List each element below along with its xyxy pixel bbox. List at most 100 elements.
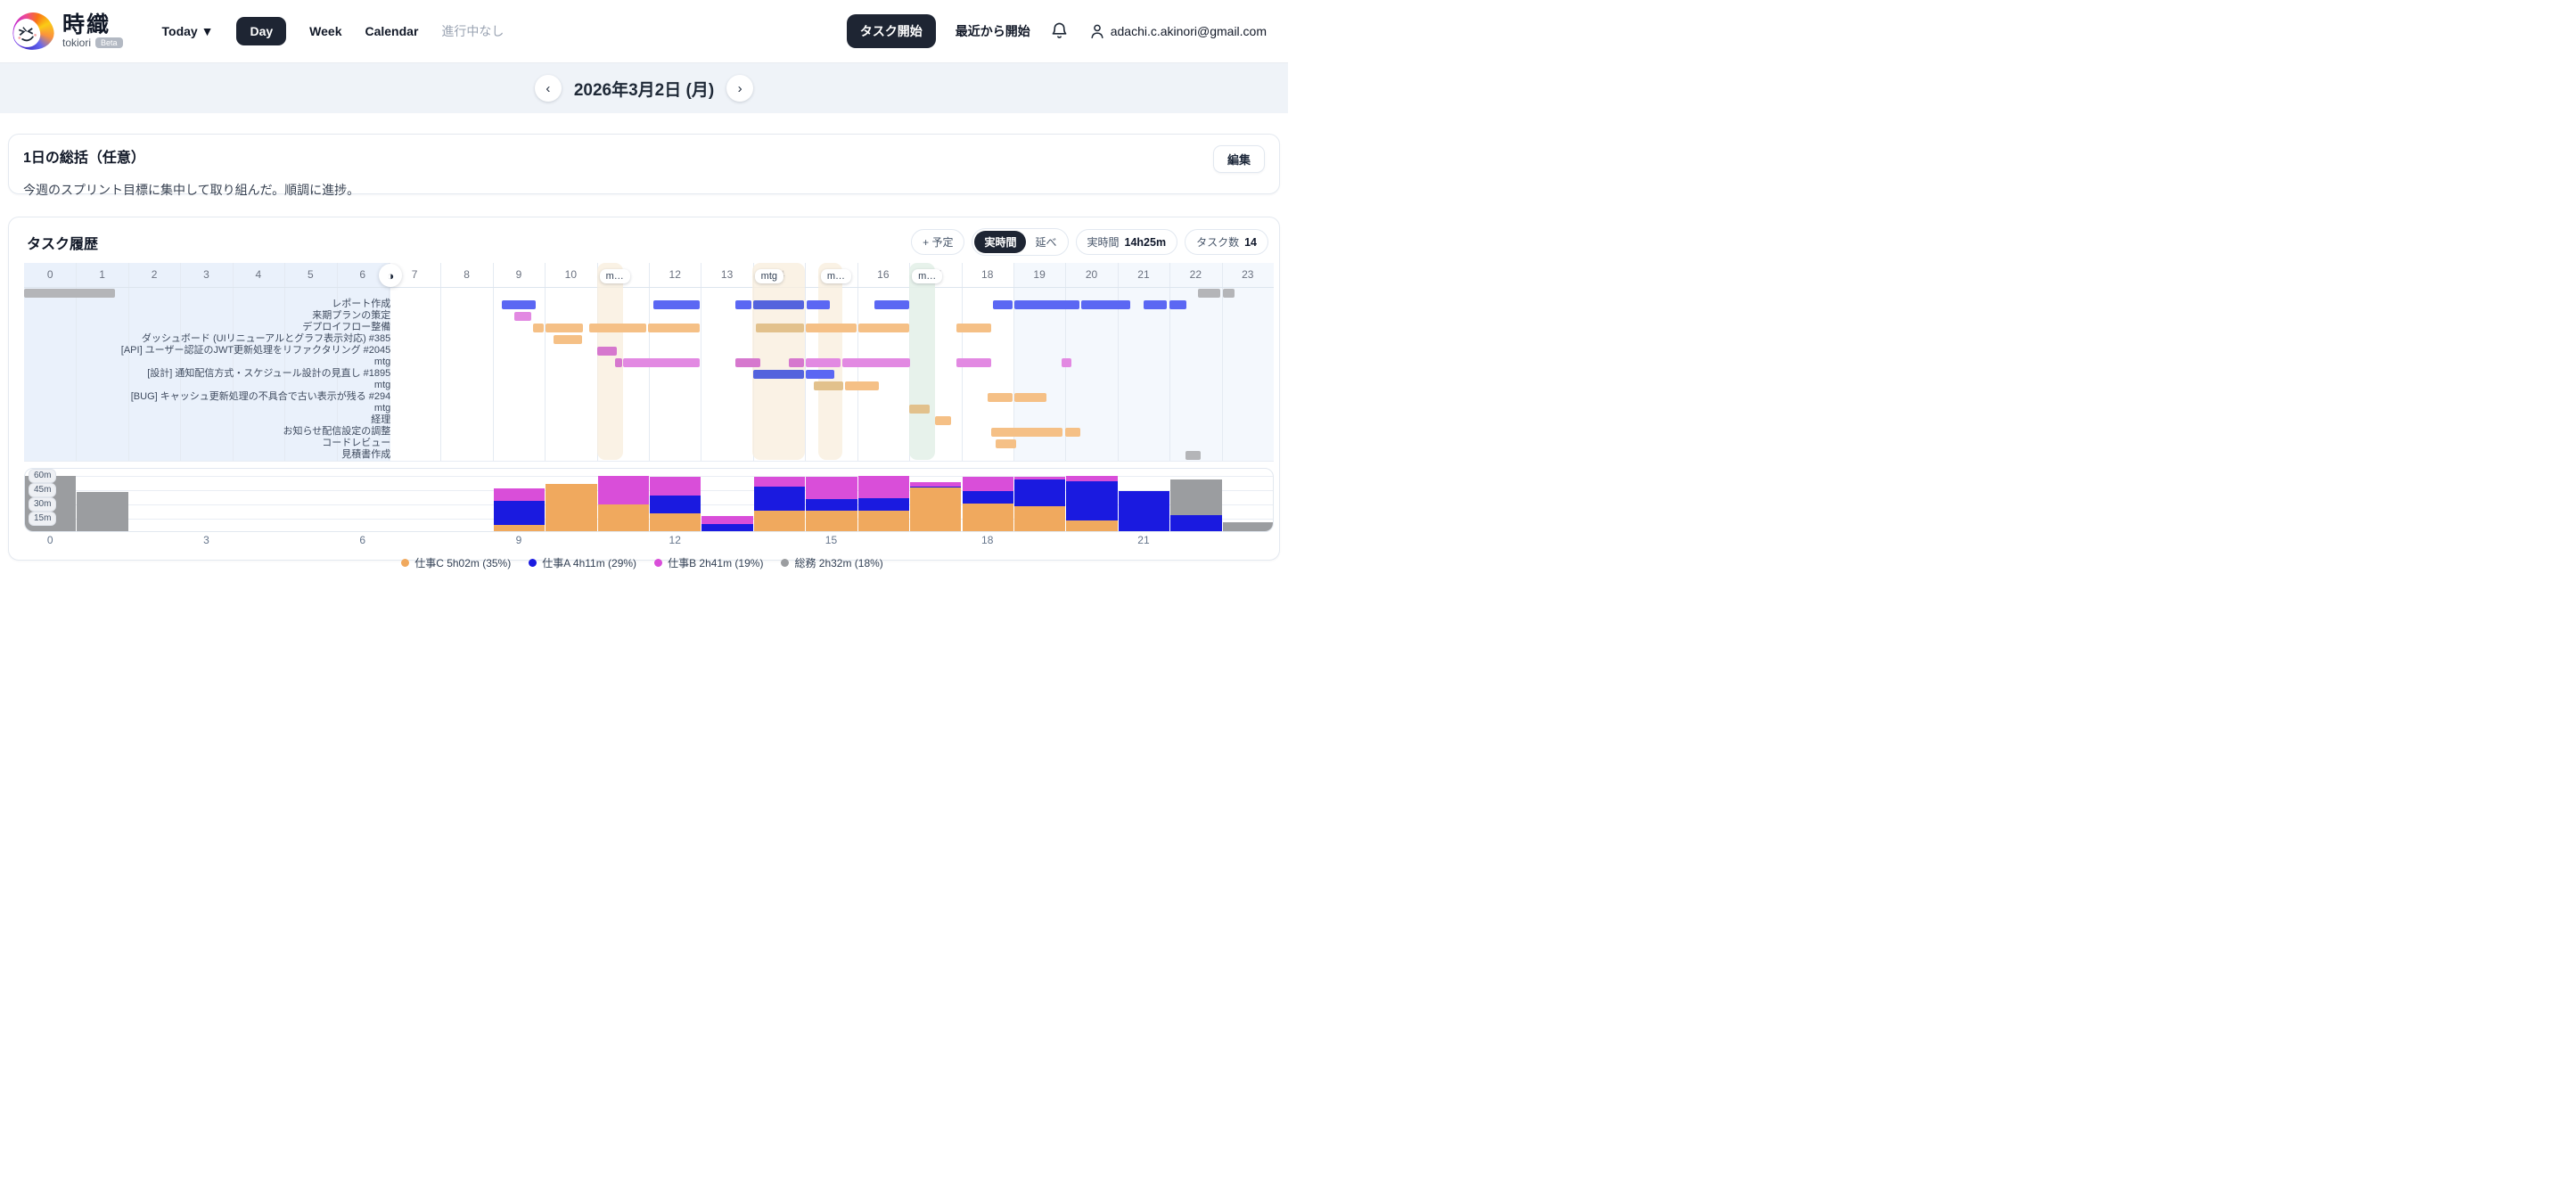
gantt-bar[interactable] bbox=[845, 381, 879, 390]
nav-item-0[interactable]: Today ▼ bbox=[161, 24, 214, 38]
gantt-bar[interactable] bbox=[648, 323, 700, 332]
gantt-bar[interactable] bbox=[1014, 299, 1080, 309]
histogram-bar-A[interactable] bbox=[701, 524, 753, 531]
gantt-bar[interactable] bbox=[1064, 427, 1081, 437]
gantt-bar[interactable] bbox=[501, 299, 536, 309]
calendar-event-chip[interactable]: m… bbox=[599, 269, 630, 283]
gantt-bar[interactable] bbox=[734, 357, 760, 367]
histogram-bar-A[interactable] bbox=[857, 497, 910, 512]
gantt-bar[interactable] bbox=[1081, 299, 1130, 309]
histogram-bar-G[interactable] bbox=[1170, 479, 1222, 515]
gantt-bar[interactable] bbox=[596, 346, 618, 356]
gantt-bar[interactable] bbox=[532, 323, 545, 332]
bell-icon[interactable] bbox=[1050, 21, 1070, 41]
histogram-bar-B[interactable] bbox=[857, 476, 910, 498]
calendar-event-chip[interactable]: mtg bbox=[754, 269, 783, 283]
histogram-bar-B[interactable] bbox=[1066, 476, 1118, 482]
histogram-bar-C[interactable] bbox=[493, 525, 546, 531]
histogram-bar-B[interactable] bbox=[701, 515, 753, 525]
gantt-bar[interactable] bbox=[874, 299, 909, 309]
histogram-bar-C[interactable] bbox=[546, 483, 597, 531]
app-logo-icon[interactable] bbox=[9, 8, 57, 54]
histogram-bar-B[interactable] bbox=[753, 477, 806, 487]
gantt-bar[interactable] bbox=[652, 299, 700, 309]
mode-realtime[interactable]: 実時間 bbox=[974, 231, 1027, 253]
gantt-bar[interactable] bbox=[588, 323, 647, 332]
gantt-bar[interactable] bbox=[734, 299, 751, 309]
histogram-bar-A[interactable] bbox=[910, 486, 962, 488]
gantt-bar[interactable] bbox=[789, 357, 805, 367]
nav-item-4[interactable]: 進行中なし bbox=[441, 24, 505, 38]
edit-summary-button[interactable]: 編集 bbox=[1212, 145, 1265, 173]
gantt-bar[interactable] bbox=[752, 369, 805, 379]
histogram-bar-A[interactable] bbox=[650, 496, 701, 513]
histogram-bar-G[interactable] bbox=[1222, 522, 1273, 531]
calendar-event-chip[interactable]: m… bbox=[820, 269, 852, 283]
gantt-bar[interactable] bbox=[615, 357, 622, 367]
gantt-bar[interactable] bbox=[554, 334, 583, 344]
histogram-bar-C[interactable] bbox=[753, 511, 806, 531]
gantt-bar[interactable] bbox=[842, 357, 910, 367]
histogram-bar-C[interactable] bbox=[857, 511, 910, 531]
histogram-bar-B[interactable] bbox=[597, 476, 649, 504]
label-panel-toggle-icon[interactable]: ◑ bbox=[379, 264, 403, 287]
gantt-bar[interactable] bbox=[1014, 392, 1047, 402]
gantt-bar[interactable] bbox=[857, 323, 909, 332]
gantt-bar[interactable] bbox=[956, 323, 991, 332]
nav-item-1[interactable]: Day bbox=[236, 17, 287, 45]
histogram-bar-C[interactable] bbox=[962, 503, 1013, 531]
nav-item-2[interactable]: Week bbox=[309, 24, 342, 38]
gantt-bar[interactable] bbox=[806, 357, 841, 367]
histogram-bar-A[interactable] bbox=[1118, 491, 1170, 531]
start-recent-link[interactable]: 最近から開始 bbox=[955, 24, 1030, 38]
time-mode-toggle[interactable]: 実時間 延べ bbox=[972, 228, 1069, 256]
histogram-bar-C[interactable] bbox=[597, 504, 649, 531]
histogram-bar-G[interactable] bbox=[77, 492, 128, 531]
histogram-bar-B[interactable] bbox=[650, 477, 701, 496]
histogram-bar-C[interactable] bbox=[806, 511, 857, 531]
gantt-bar[interactable] bbox=[752, 299, 805, 309]
add-plan-button[interactable]: + 予定 bbox=[911, 229, 965, 255]
prev-day-button[interactable]: ‹ bbox=[534, 75, 562, 102]
histogram-bar-B[interactable] bbox=[1013, 477, 1066, 480]
gantt-bar[interactable] bbox=[956, 357, 991, 367]
gantt-bar[interactable] bbox=[987, 392, 1013, 402]
histogram-bar-A[interactable] bbox=[1066, 481, 1118, 521]
mode-total[interactable]: 延べ bbox=[1035, 236, 1057, 249]
histogram-bar-C[interactable] bbox=[1066, 520, 1118, 531]
histogram-bar-A[interactable] bbox=[962, 491, 1013, 504]
histogram-bar-A[interactable] bbox=[753, 486, 806, 512]
nav-item-3[interactable]: Calendar bbox=[365, 24, 419, 38]
gantt-bar[interactable] bbox=[935, 415, 952, 425]
start-task-button[interactable]: タスク開始 bbox=[846, 14, 936, 48]
gantt-bar[interactable] bbox=[992, 299, 1013, 309]
gantt-bar[interactable] bbox=[996, 438, 1016, 448]
histogram-bar-A[interactable] bbox=[1170, 514, 1222, 531]
histogram-bar-C[interactable] bbox=[650, 512, 701, 531]
gantt-bar[interactable] bbox=[514, 311, 532, 321]
gantt-bar[interactable] bbox=[755, 323, 805, 332]
gantt-bar[interactable] bbox=[1198, 288, 1221, 298]
gantt-bar[interactable] bbox=[909, 404, 930, 414]
histogram-bar-A[interactable] bbox=[806, 498, 857, 512]
gantt-bar[interactable] bbox=[1143, 299, 1168, 309]
histogram-bar-A[interactable] bbox=[493, 500, 546, 526]
calendar-event-chip[interactable]: m… bbox=[912, 269, 943, 283]
gantt-bar[interactable] bbox=[622, 357, 700, 367]
gantt-bar[interactable] bbox=[1223, 288, 1235, 298]
gantt-bar[interactable] bbox=[1062, 357, 1071, 367]
histogram-bar-B[interactable] bbox=[493, 488, 546, 501]
histogram-bar-C[interactable] bbox=[910, 487, 962, 531]
gantt-bar[interactable] bbox=[806, 323, 857, 332]
user-account[interactable]: adachi.c.akinori@gmail.com bbox=[1089, 23, 1267, 39]
gantt-bar[interactable] bbox=[991, 427, 1063, 437]
histogram-bar-A[interactable] bbox=[1013, 479, 1066, 507]
gantt-bar[interactable] bbox=[24, 288, 115, 298]
gantt-bar[interactable] bbox=[814, 381, 843, 390]
histogram-bar-B[interactable] bbox=[962, 477, 1013, 492]
histogram-bar-C[interactable] bbox=[1013, 506, 1066, 531]
next-day-button[interactable]: › bbox=[726, 75, 754, 102]
gantt-bar[interactable] bbox=[1185, 450, 1201, 460]
gantt-bar[interactable] bbox=[1169, 299, 1186, 309]
histogram-bar-B[interactable] bbox=[910, 482, 962, 487]
